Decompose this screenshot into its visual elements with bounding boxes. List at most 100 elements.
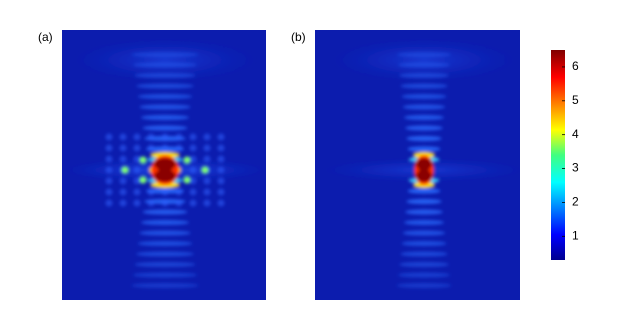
spot bbox=[175, 144, 183, 152]
stripe bbox=[404, 219, 444, 226]
core bbox=[158, 162, 172, 178]
stripe bbox=[405, 125, 443, 131]
spot bbox=[133, 133, 141, 141]
stripe bbox=[133, 272, 197, 278]
heatmap-texture bbox=[63, 38, 266, 289]
spot bbox=[217, 155, 225, 163]
colorbar-tick-label: 5 bbox=[572, 93, 579, 107]
stripe bbox=[133, 62, 197, 68]
panel-label: (b) bbox=[291, 30, 306, 44]
spot bbox=[189, 155, 197, 163]
spot bbox=[147, 133, 155, 141]
spot bbox=[217, 144, 225, 152]
spot bbox=[189, 133, 197, 141]
spot bbox=[189, 166, 197, 174]
stripe bbox=[396, 51, 452, 58]
stripe bbox=[139, 104, 191, 110]
stripe bbox=[134, 261, 196, 268]
spot bbox=[105, 166, 113, 174]
spot bbox=[203, 155, 211, 163]
stripe bbox=[131, 282, 199, 289]
spot bbox=[203, 199, 211, 207]
stripe bbox=[406, 135, 442, 142]
stripe bbox=[400, 251, 448, 257]
heatmap-texture bbox=[321, 38, 520, 289]
spot bbox=[119, 133, 127, 141]
stripe bbox=[402, 104, 446, 110]
spot bbox=[105, 177, 113, 185]
stripe bbox=[402, 230, 446, 236]
spot bbox=[119, 144, 127, 152]
spot bbox=[217, 133, 225, 141]
spot bbox=[189, 188, 197, 196]
spot bbox=[203, 144, 211, 152]
panel-label: (a) bbox=[38, 30, 53, 44]
spot bbox=[119, 177, 127, 185]
colorbar-tick-label: 1 bbox=[572, 228, 579, 242]
colorbar-tick-label: 6 bbox=[572, 59, 579, 73]
stripe bbox=[399, 72, 449, 79]
spot bbox=[147, 188, 155, 196]
spot bbox=[105, 133, 113, 141]
stripe bbox=[137, 240, 193, 247]
spot bbox=[203, 177, 211, 185]
spot bbox=[183, 176, 191, 184]
stripe bbox=[399, 261, 449, 268]
stripe bbox=[141, 114, 189, 121]
spot bbox=[147, 199, 155, 207]
stripe bbox=[142, 209, 188, 215]
spot bbox=[133, 177, 141, 185]
spot bbox=[147, 144, 155, 152]
stripe bbox=[400, 83, 448, 89]
spot bbox=[105, 155, 113, 163]
spot bbox=[139, 156, 147, 164]
spot bbox=[133, 188, 141, 196]
spot bbox=[201, 166, 209, 174]
spot bbox=[217, 177, 225, 185]
spot bbox=[105, 199, 113, 207]
stripe bbox=[141, 219, 189, 226]
colorbar bbox=[551, 50, 565, 260]
spot bbox=[105, 188, 113, 196]
stripe bbox=[396, 282, 452, 289]
spot bbox=[121, 166, 129, 174]
stripe bbox=[139, 230, 191, 236]
colorbar-tick-label: 2 bbox=[572, 195, 579, 209]
spot bbox=[203, 133, 211, 141]
stripe bbox=[398, 62, 450, 68]
stripe bbox=[136, 251, 194, 257]
spot bbox=[217, 188, 225, 196]
stripe bbox=[405, 209, 443, 215]
stripe bbox=[136, 83, 194, 89]
stripe bbox=[137, 93, 193, 100]
core bbox=[419, 162, 429, 178]
spot bbox=[119, 155, 127, 163]
glow bbox=[331, 38, 517, 82]
stripe bbox=[131, 51, 199, 58]
spot bbox=[161, 188, 169, 196]
colorbar-tick-label: 3 bbox=[572, 161, 579, 175]
spot bbox=[217, 199, 225, 207]
heatmap bbox=[62, 30, 266, 300]
stripe bbox=[407, 188, 441, 194]
heatmap bbox=[315, 30, 520, 300]
spot bbox=[105, 144, 113, 152]
stripe bbox=[134, 72, 196, 79]
stripe bbox=[398, 272, 450, 278]
spot bbox=[189, 144, 197, 152]
stripe bbox=[407, 146, 441, 152]
colorbar-tick-label: 4 bbox=[572, 127, 579, 141]
spot bbox=[175, 188, 183, 196]
spot bbox=[189, 177, 197, 185]
spot bbox=[175, 133, 183, 141]
spot bbox=[161, 133, 169, 141]
spot bbox=[133, 166, 141, 174]
spot bbox=[161, 144, 169, 152]
stripe bbox=[142, 125, 188, 131]
spot bbox=[119, 188, 127, 196]
spot bbox=[133, 155, 141, 163]
spot bbox=[175, 199, 183, 207]
spot bbox=[119, 199, 127, 207]
stripe bbox=[404, 114, 444, 121]
